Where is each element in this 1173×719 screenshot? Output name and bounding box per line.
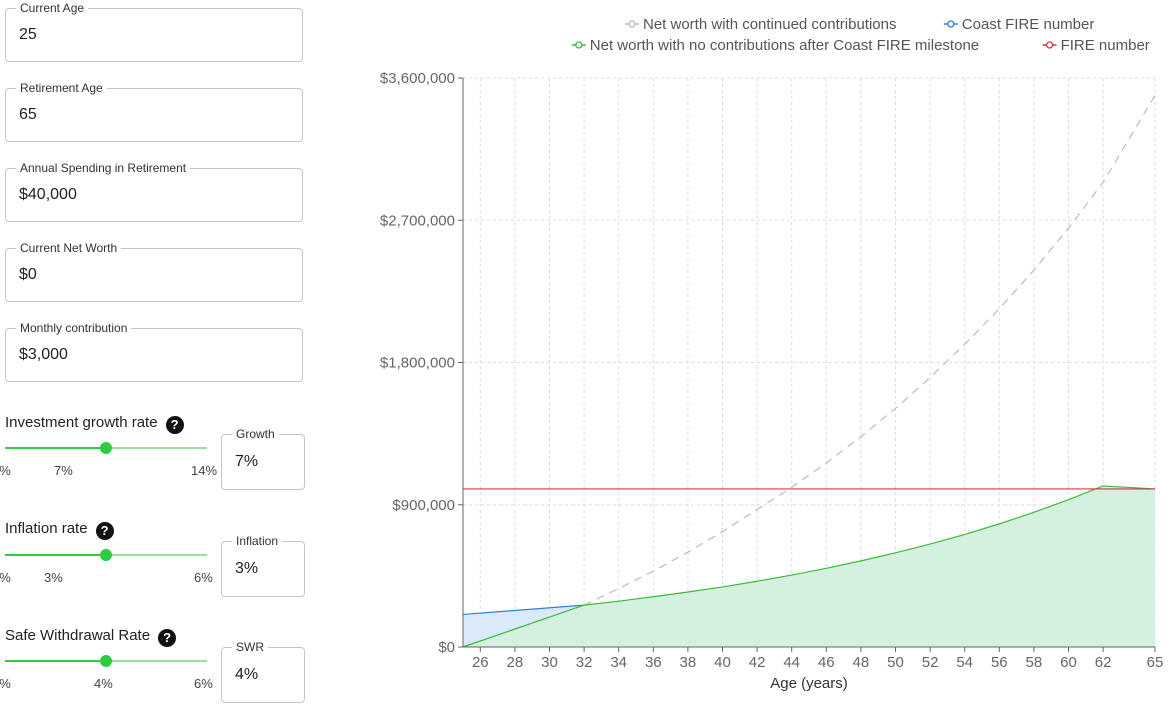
growth-input-label: Growth: [232, 426, 279, 442]
inflation-input-value[interactable]: 3%: [235, 560, 259, 577]
annual-spending-value[interactable]: $40,000: [19, 186, 77, 203]
current-age-value[interactable]: 25: [19, 26, 37, 43]
chart-svg: $0 $900,000 $1,800,000 $2,700,000 $3,600,000…: [380, 16, 1164, 692]
swr-title: Safe Withdrawal Rate?: [5, 627, 177, 647]
y-tick-label: $2,700,000: [380, 212, 455, 229]
legend-marker-dot: [947, 20, 955, 28]
growth-slider-thumb[interactable]: [100, 442, 112, 454]
current-net-worth-field[interactable]: Current Net Worth $0: [5, 240, 303, 302]
inflation-slider-thumb[interactable]: [100, 549, 112, 561]
growth-slider-track: [5, 447, 106, 449]
help-icon[interactable]: ?: [158, 629, 177, 647]
swr-slider-min: 2%: [0, 676, 11, 691]
x-tick-label: 32: [576, 654, 593, 671]
x-tick-label: 28: [507, 654, 524, 671]
growth-input-value[interactable]: 7%: [235, 453, 259, 470]
x-tick-label: 52: [922, 654, 939, 671]
annual-spending-label: Annual Spending in Retirement: [16, 160, 191, 176]
y-tick-label: $3,600,000: [380, 70, 455, 87]
current-age-field[interactable]: Current Age 25: [5, 0, 303, 62]
continued-contributions-line: [583, 95, 1156, 606]
coast-fire-chart: $0 $900,000 $1,800,000 $2,700,000 $3,600,000…: [330, 0, 1173, 719]
y-tick-label: $1,800,000: [380, 355, 455, 372]
inflation-input-label: Inflation: [232, 533, 283, 549]
legend-marker-dot: [628, 20, 636, 28]
legend-label: Net worth with continued contributions: [643, 16, 896, 33]
swr-slider-value: 4%: [94, 676, 113, 691]
swr-slider-max: 6%: [194, 676, 213, 691]
growth-slider-max: 14%: [191, 463, 218, 478]
help-icon[interactable]: ?: [95, 522, 114, 540]
inflation-slider-max: 6%: [194, 570, 213, 585]
retirement-age-value[interactable]: 65: [19, 106, 37, 123]
inflation-slider-track: [5, 554, 106, 556]
legend-label: Net worth with no contributions after Co…: [590, 37, 979, 54]
current-net-worth-value[interactable]: $0: [19, 266, 37, 283]
monthly-contribution-label: Monthly contribution: [16, 320, 132, 336]
inflation-input[interactable]: Inflation 3%: [221, 533, 305, 597]
retirement-age-label: Retirement Age: [16, 80, 107, 96]
y-tick-label: $0: [438, 639, 455, 656]
y-tick-label: $900,000: [392, 497, 455, 514]
legend-label: FIRE number: [1061, 37, 1150, 54]
current-age-label: Current Age: [16, 0, 89, 16]
growth-rate-title: Investment growth rate?: [5, 414, 184, 434]
x-tick-label: 40: [714, 654, 731, 671]
inflation-rate-title: Inflation rate?: [5, 520, 114, 540]
x-tick-label: 38: [680, 654, 697, 671]
x-tick-label: 60: [1060, 654, 1077, 671]
legend-marker-dot: [575, 41, 583, 49]
legend-marker-dot: [1045, 41, 1054, 49]
monthly-contribution-value[interactable]: $3,000: [19, 346, 68, 363]
x-tick-label: 56: [991, 654, 1008, 671]
x-axis-label: Age (years): [770, 675, 848, 692]
x-tick-label: 36: [645, 654, 662, 671]
growth-rate-title-text: Investment growth rate: [5, 414, 158, 431]
x-tick-label: 58: [1026, 654, 1043, 671]
inflation-rate-title-text: Inflation rate: [5, 520, 88, 537]
x-tick-label: 62: [1095, 654, 1112, 671]
growth-slider-min: 0%: [0, 463, 11, 478]
swr-input-label: SWR: [232, 639, 268, 655]
x-tick-label: 34: [610, 654, 627, 671]
x-tick-label: 30: [541, 654, 558, 671]
retirement-age-field[interactable]: Retirement Age 65: [5, 80, 303, 142]
growth-input[interactable]: Growth 7%: [221, 426, 305, 490]
x-tick-label: 42: [749, 654, 766, 671]
swr-slider-thumb[interactable]: [100, 655, 112, 667]
annual-spending-field[interactable]: Annual Spending in Retirement $40,000: [5, 160, 303, 222]
swr-title-text: Safe Withdrawal Rate: [5, 627, 151, 644]
x-tick-label: 50: [887, 654, 904, 671]
x-tick-label: 26: [472, 654, 489, 671]
monthly-contribution-field[interactable]: Monthly contribution $3,000: [5, 320, 303, 382]
coast-fire-line: [462, 604, 585, 616]
no-contributions-area: [463, 485, 1155, 647]
no-contributions-line: [462, 485, 1156, 648]
x-tick-label: 48: [853, 654, 870, 671]
legend-label: Coast FIRE number: [962, 16, 1095, 33]
x-tick-label: 54: [956, 654, 973, 671]
current-net-worth-label: Current Net Worth: [16, 240, 122, 256]
swr-slider-track: [5, 660, 106, 662]
swr-input[interactable]: SWR 4%: [221, 639, 305, 703]
inflation-slider-value: 3%: [44, 570, 63, 585]
inflation-slider-min: 0%: [0, 570, 11, 585]
swr-input-value[interactable]: 4%: [235, 666, 259, 683]
x-tick-label: 46: [818, 654, 835, 671]
x-tick-label: 65: [1147, 654, 1164, 671]
growth-slider-value: 7%: [54, 463, 73, 478]
calculator-form: Current Age 25 Retirement Age 65 Annual …: [0, 0, 330, 719]
x-tick-label: 44: [783, 654, 800, 671]
help-icon[interactable]: ?: [165, 416, 184, 434]
